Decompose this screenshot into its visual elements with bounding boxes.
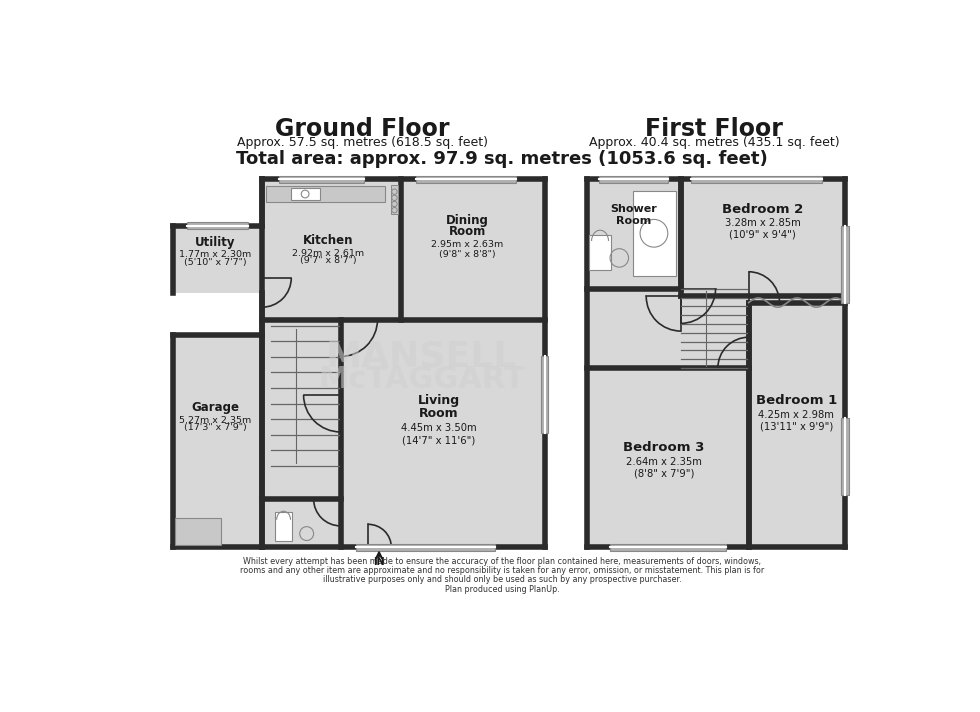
Text: Room: Room	[449, 225, 486, 238]
Text: 4.25m x 2.98m: 4.25m x 2.98m	[759, 409, 834, 419]
Text: Living: Living	[418, 394, 461, 407]
Text: (13'11" x 9'9"): (13'11" x 9'9")	[760, 422, 833, 431]
Text: Utility: Utility	[195, 236, 235, 248]
Text: Bedroom 2: Bedroom 2	[722, 203, 804, 216]
Text: Plan produced using PlanUp.: Plan produced using PlanUp.	[445, 585, 560, 594]
Bar	[279, 176, 364, 183]
Text: (14'7" x 11'6"): (14'7" x 11'6")	[403, 435, 475, 445]
Bar	[841, 226, 849, 303]
Text: 5.27m x 2.35m: 5.27m x 2.35m	[179, 416, 251, 425]
Text: Approx. 57.5 sq. metres (618.5 sq. feet): Approx. 57.5 sq. metres (618.5 sq. feet)	[236, 136, 488, 149]
Text: Approx. 40.4 sq. metres (435.1 sq. feet): Approx. 40.4 sq. metres (435.1 sq. feet)	[589, 136, 839, 149]
Text: Bedroom 1: Bedroom 1	[756, 394, 837, 407]
Bar	[841, 418, 849, 495]
Text: Dining: Dining	[446, 214, 489, 227]
Text: (8'8" x 7'9"): (8'8" x 7'9")	[634, 469, 694, 479]
Bar	[275, 512, 292, 541]
Text: 1.77m x 2.30m: 1.77m x 2.30m	[179, 250, 251, 259]
Bar	[175, 518, 221, 545]
Bar	[633, 191, 675, 276]
Bar	[416, 176, 516, 183]
Bar	[691, 176, 822, 183]
Bar	[541, 357, 549, 434]
Text: McTAGGART: McTAGGART	[318, 365, 525, 394]
Bar	[599, 176, 667, 183]
Text: (17'3" x 7'9"): (17'3" x 7'9")	[183, 423, 246, 432]
Text: Room: Room	[419, 407, 459, 419]
Text: Garage: Garage	[191, 402, 239, 414]
Bar	[266, 186, 385, 202]
Text: Bedroom 3: Bedroom 3	[623, 441, 705, 454]
Text: (9'8" x 8'8"): (9'8" x 8'8")	[439, 250, 496, 258]
Bar	[356, 543, 495, 551]
Text: Whilst every attempt has been made to ensure the accuracy of the floor plan cont: Whilst every attempt has been made to en…	[243, 557, 761, 566]
Bar	[589, 235, 611, 271]
Text: Total area: approx. 97.9 sq. metres (1053.6 sq. feet): Total area: approx. 97.9 sq. metres (105…	[236, 150, 768, 168]
Text: 2.92m x 2.61m: 2.92m x 2.61m	[292, 248, 365, 258]
Text: 2.95m x 2.63m: 2.95m x 2.63m	[431, 240, 504, 248]
Text: Room: Room	[615, 216, 651, 226]
Text: MANSELL: MANSELL	[325, 340, 517, 374]
Bar	[391, 185, 398, 214]
Text: 4.45m x 3.50m: 4.45m x 3.50m	[401, 424, 477, 434]
Text: (5'10" x 7'7"): (5'10" x 7'7")	[183, 258, 246, 266]
Bar	[290, 188, 319, 200]
Bar	[172, 226, 262, 293]
Text: Kitchen: Kitchen	[303, 234, 354, 247]
Text: Shower: Shower	[610, 204, 657, 214]
Text: rooms and any other item are approximate and no responsibility is taken for any : rooms and any other item are approximate…	[240, 566, 764, 575]
Text: illustrative purposes only and should only be used as such by any prospective pu: illustrative purposes only and should on…	[323, 575, 681, 585]
Text: First Floor: First Floor	[645, 117, 783, 141]
Text: (9'7" x 8'7"): (9'7" x 8'7")	[300, 256, 357, 265]
Bar	[172, 335, 262, 548]
Text: 2.64m x 2.35m: 2.64m x 2.35m	[626, 457, 702, 467]
Text: IN: IN	[373, 557, 385, 567]
Bar	[186, 221, 248, 229]
Text: Ground Floor: Ground Floor	[274, 117, 450, 141]
Text: 3.28m x 2.85m: 3.28m x 2.85m	[724, 218, 801, 228]
Text: (10'9" x 9'4"): (10'9" x 9'4")	[729, 229, 796, 239]
Bar	[587, 179, 845, 548]
Bar	[262, 179, 545, 548]
Bar	[611, 543, 725, 551]
